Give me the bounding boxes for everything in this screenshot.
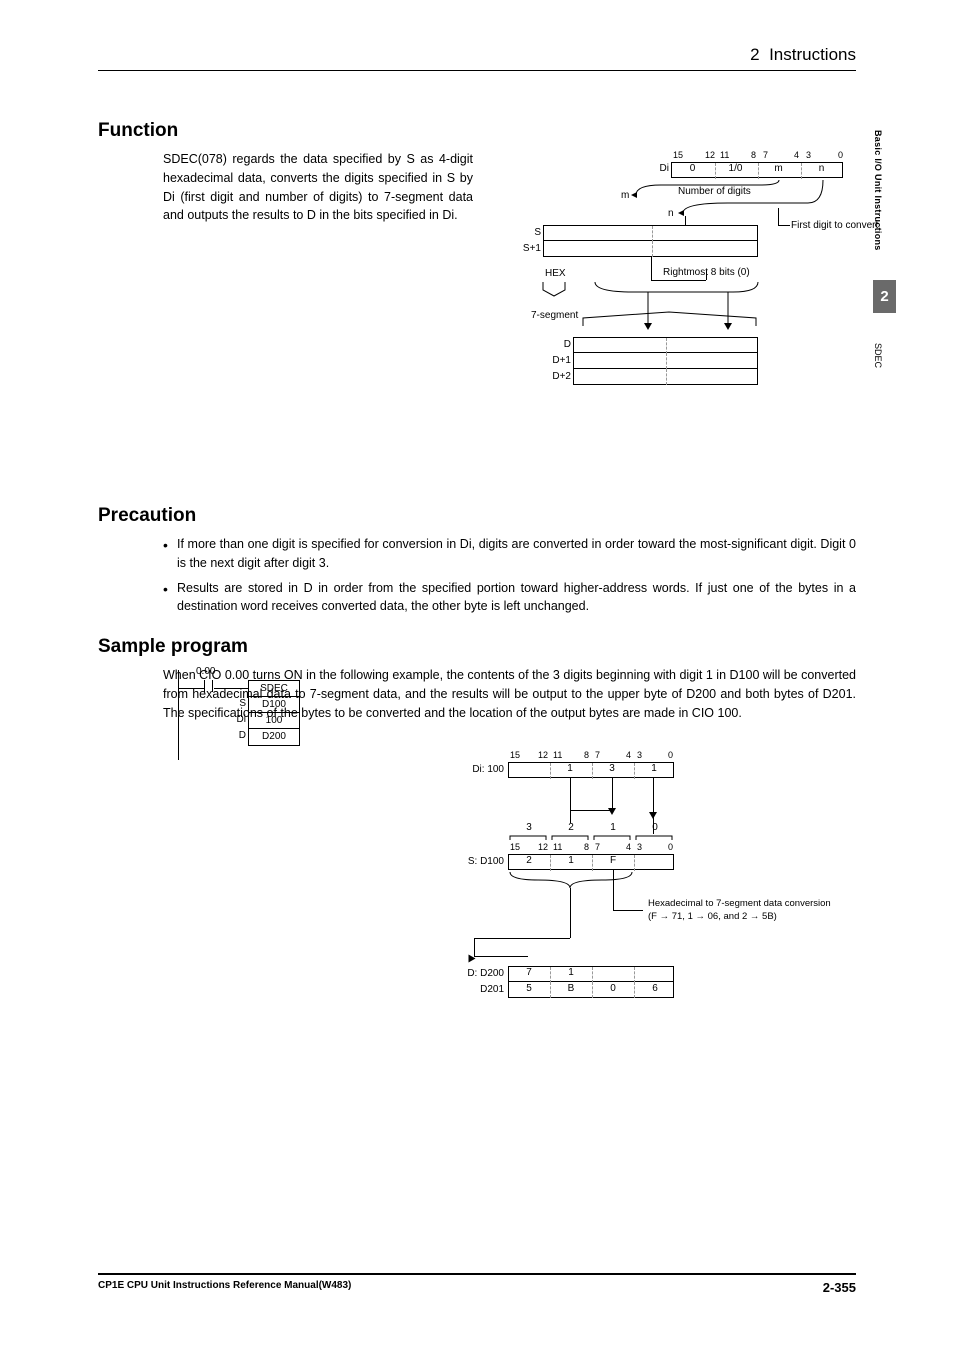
conv-text: Hexadecimal to 7-segment data conversion [648,898,831,909]
di-cell: 1 [633,763,675,774]
ladder-input: 0.00 [196,666,215,677]
d1-word [573,353,758,369]
footer-page-num: 2-355 [823,1280,856,1295]
di-cell: 3 [591,763,633,774]
bit-label: 11 [720,150,729,160]
chapter-num: 2 [750,45,759,64]
di-cell: 1 [549,763,591,774]
s-d100-label: S: D100 [458,856,504,867]
s-cell: 1 [550,855,592,866]
instruction-box: SDEC D100 100 D200 [248,680,300,746]
function-diagram: 15 12 11 8 7 4 3 0 Di 0 1/0 m n Number o… [513,150,883,420]
d-cell: 5 [508,983,550,994]
header-underline [98,70,856,71]
footer-manual-title: CP1E CPU Unit Instructions Reference Man… [98,1280,351,1295]
d-word [573,337,758,353]
d201-label: D201 [468,984,504,995]
n-label: n [668,208,674,219]
m-label: m [621,190,629,201]
bit-label: 8 [584,842,589,852]
d-cell: 7 [508,967,550,978]
d-cell: B [550,983,592,994]
bit-label: 0 [668,842,673,852]
bit-label: 0 [838,150,843,160]
bit-label: 0 [668,750,673,760]
bit-label: 15 [510,842,520,852]
di100-label: Di: 100 [460,764,504,775]
digit-label: 2 [550,822,592,833]
precaution-item: If more than one digit is specified for … [163,535,856,573]
d-cell: 6 [634,983,676,994]
bit-label: 7 [595,842,600,852]
precaution-list: If more than one digit is specified for … [163,535,856,616]
chapter-title: Instructions [769,45,856,64]
inst-name: SDEC [249,681,299,697]
s-cell: F [592,855,634,866]
s1-word [543,241,758,257]
bit-label: 3 [637,750,642,760]
di-cell: 1/0 [714,163,757,174]
sample-diagram: 15 12 11 8 7 4 3 0 Di: 100 1 3 1 3 2 1 0 [408,750,888,1030]
bit-label: 4 [794,150,799,160]
first-digit-caption: First digit to convert [791,220,878,231]
bit-label: 12 [538,842,548,852]
inst-row: D100 [249,697,299,713]
d-cell: 0 [592,983,634,994]
function-heading: Function [98,120,856,142]
d2-word [573,369,758,385]
bit-label: 8 [584,750,589,760]
inst-op-label: D [228,730,246,741]
d1-label: D+1 [545,355,571,366]
precaution-heading: Precaution [98,505,856,527]
bit-label: 3 [637,842,642,852]
d200-label: D: D200 [458,968,504,979]
function-text: SDEC(078) regards the data specified by … [163,150,473,225]
bit-label: 7 [763,150,768,160]
page-footer: CP1E CPU Unit Instructions Reference Man… [98,1273,856,1295]
di-cell: 0 [671,163,714,174]
inst-row: 100 [249,713,299,729]
precaution-item: Results are stored in D in order from th… [163,579,856,617]
d-label: D [553,339,571,350]
di-cell: n [800,163,843,174]
bit-label: 12 [705,150,715,160]
sample-heading: Sample program [98,636,856,658]
inst-op-label: Di [228,714,246,725]
d-cell: 1 [550,967,592,978]
digit-label: 1 [592,822,634,833]
bit-label: 7 [595,750,600,760]
bit-label: 15 [673,150,683,160]
bit-label: 15 [510,750,520,760]
bit-label: 11 [553,750,562,760]
di-label: Di [651,163,669,174]
s-word [543,225,758,241]
digit-label: 3 [508,822,550,833]
chapter-header: 2 Instructions [750,45,856,65]
s-cell: 2 [508,855,550,866]
d2-label: D+2 [545,371,571,382]
inst-row: D200 [249,729,299,745]
bit-label: 4 [626,842,631,852]
bit-label: 4 [626,750,631,760]
bit-label: 3 [806,150,811,160]
ladder-diagram: 0.00 SDEC D100 100 D200 S Di D [178,670,378,770]
s-label: S [523,227,541,238]
seg7-label: 7-segment [531,310,578,321]
hex-label: HEX [545,268,566,279]
conv-text2: (F → 71, 1 → 06, and 2 → 5B) [648,911,777,922]
bit-label: 8 [751,150,756,160]
bit-label: 11 [553,842,562,852]
di-cell: m [757,163,800,174]
s1-label: S+1 [515,243,541,254]
digit-label: 0 [634,822,676,833]
inst-op-label: S [228,698,246,709]
bit-label: 12 [538,750,548,760]
